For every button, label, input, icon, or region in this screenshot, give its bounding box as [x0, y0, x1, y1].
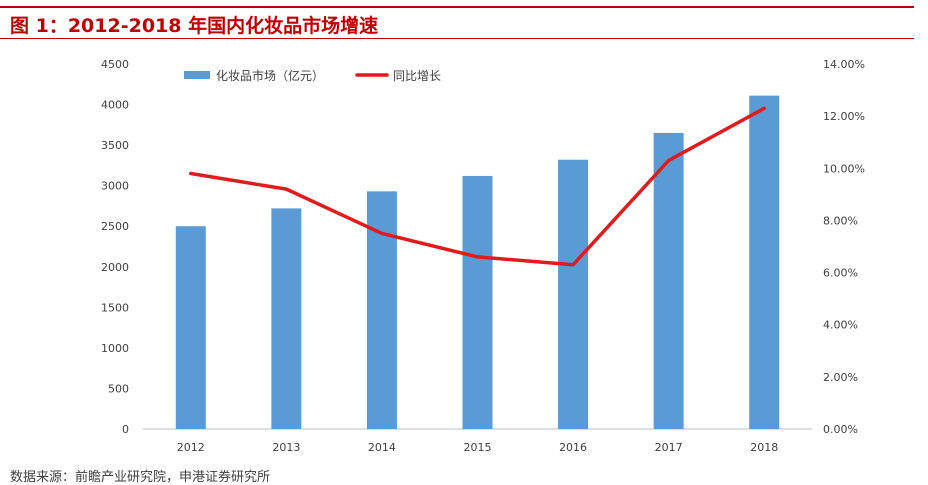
y-left-tick-label: 0: [122, 423, 129, 436]
bar-2017: [653, 132, 684, 429]
y-right-tick-label: 0.00%: [823, 423, 858, 436]
x-tick-label: 2018: [750, 441, 778, 454]
x-tick-label: 2013: [272, 441, 300, 454]
bar-2014: [366, 191, 397, 429]
bar-2015: [462, 175, 493, 429]
legend-bar-label: 化妆品市场（亿元）: [216, 68, 324, 83]
bar-2012: [175, 226, 206, 429]
legend-bar-swatch: [184, 71, 210, 79]
y-left-tick-label: 4500: [101, 58, 129, 71]
chart-bars: [175, 95, 780, 429]
legend-line-label: 同比增长: [393, 69, 441, 83]
chart-ticks: 0 500 1000 1500 2000 2500 3000 3500 4000 4500 0.00…: [101, 58, 865, 454]
x-tick-label: 2012: [177, 441, 205, 454]
chart-line: [189, 106, 766, 267]
x-tick-label: 2017: [655, 441, 683, 454]
y-left-tick-label: 1000: [101, 342, 129, 355]
y-right-tick-label: 14.00%: [823, 58, 865, 71]
y-left-tick-label: 500: [108, 382, 129, 395]
title-rule-bottom: [0, 38, 914, 39]
y-right-tick-label: 4.00%: [823, 319, 858, 332]
y-left-tick-label: 3500: [101, 139, 129, 152]
y-left-tick-label: 4000: [101, 99, 129, 112]
y-right-tick-label: 8.00%: [823, 214, 858, 227]
y-right-tick-label: 2.00%: [823, 371, 858, 384]
y-left-tick-label: 2500: [101, 220, 129, 233]
growth-point-2017: [667, 158, 671, 162]
bar-2018: [749, 95, 780, 429]
y-left-tick-label: 3000: [101, 180, 129, 193]
growth-point-2014: [380, 231, 384, 235]
y-right-tick-label: 12.00%: [823, 110, 865, 123]
y-left-tick-label: 2000: [101, 261, 129, 274]
y-right-tick-label: 6.00%: [823, 267, 858, 280]
bar-2013: [271, 208, 302, 429]
chart-svg: 0 500 1000 1500 2000 2500 3000 3500 4000 4500 0.00…: [101, 58, 865, 454]
x-tick-label: 2016: [559, 441, 587, 454]
growth-point-2015: [476, 255, 479, 259]
title-rule-top: [0, 6, 914, 8]
x-tick-label: 2015: [464, 441, 492, 454]
figure-title: 图 1：2012-2018 年国内化妆品市场增速: [10, 15, 379, 37]
bar-2016: [558, 159, 589, 429]
growth-point-2013: [284, 187, 288, 191]
chart-legend: 化妆品市场（亿元） 同比增长: [184, 68, 441, 83]
x-tick-label: 2014: [368, 441, 396, 454]
figure-page: 图 1：2012-2018 年国内化妆品市场增速 0 500 1000 1500 200…: [0, 6, 914, 485]
growth-point-2016: [571, 263, 575, 267]
y-left-tick-label: 1500: [101, 301, 129, 314]
growth-point-2012: [189, 172, 193, 175]
growth-point-2018: [762, 106, 766, 110]
y-right-tick-label: 10.00%: [823, 162, 865, 175]
figure-source: 数据来源：前瞻产业研究院，申港证券研究所: [10, 470, 271, 485]
